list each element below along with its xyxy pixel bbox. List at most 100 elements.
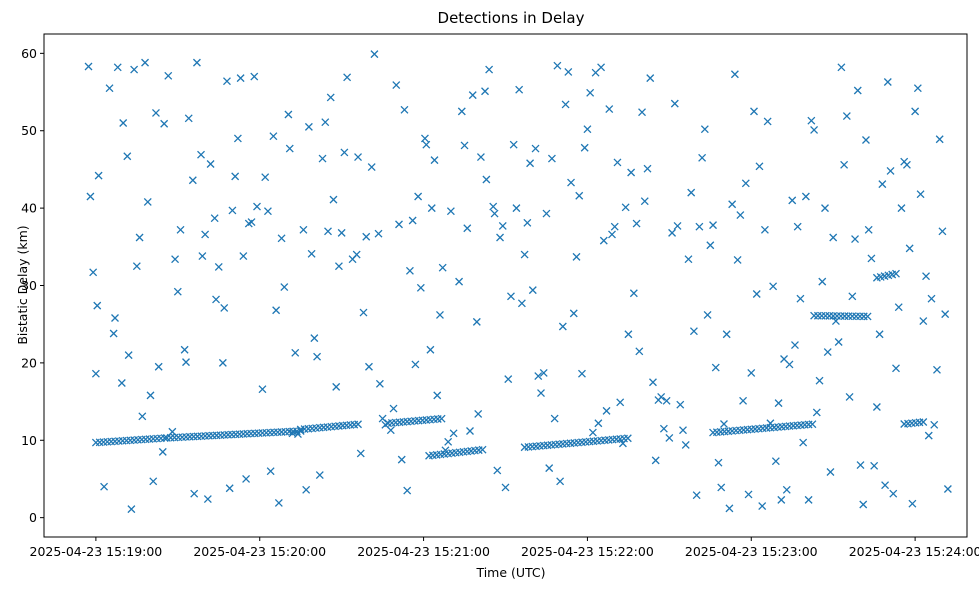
data-point [160,434,169,443]
data-point [206,160,215,168]
data-point [426,345,435,354]
data-point [274,498,283,507]
data-point [105,84,114,93]
y-tick-label: 40 [21,201,37,216]
data-point [840,160,849,169]
data-point [405,266,414,275]
data-point [176,225,185,234]
data-point [433,391,442,400]
data-point [878,180,887,189]
data-point [752,290,761,298]
data-point [188,176,197,185]
y-axis-label: Bistatic Delay (km) [15,225,30,344]
data-point [739,396,748,405]
x-tick-label: 2025-04-23 15:20:00 [193,544,326,559]
data-point [437,414,446,423]
data-point [482,175,491,184]
data-point [272,306,281,315]
data-point [356,449,365,458]
data-point [844,312,853,321]
data-point [362,232,371,241]
data-point [212,295,220,304]
data-point [632,219,641,228]
data-point [261,173,270,182]
data-point [135,233,144,242]
data-point [774,399,783,408]
data-point [676,400,685,409]
data-point [84,62,93,71]
data-point [692,491,701,500]
data-point [149,477,158,486]
data-point [168,427,177,436]
data-point [329,195,338,204]
data-point [815,376,824,385]
data-point [463,224,472,233]
y-tick-label: 50 [21,123,37,138]
data-point [572,252,581,261]
data-point [284,110,293,119]
data-point [171,255,180,264]
data-point [507,292,515,301]
data-point [117,379,126,387]
data-point [111,314,119,322]
data-point [804,495,813,504]
data-point [911,107,920,116]
data-point [127,505,136,514]
data-point [340,148,349,157]
data-point [403,486,412,495]
data-point [728,200,737,209]
data-point [146,391,155,400]
data-point [588,428,597,437]
data-point [354,420,362,429]
data-point [599,236,608,245]
data-point [812,408,821,417]
data-point [220,303,229,312]
data-point [610,222,619,231]
data-point [561,100,570,109]
data-point [509,140,518,149]
data-point [91,369,100,378]
data-point [698,153,707,162]
data-point [859,500,868,509]
data-point [881,481,890,490]
data-point [517,299,526,308]
data-point [777,495,786,504]
data-point [441,446,450,455]
data-point [763,117,772,126]
data-point [160,119,169,128]
data-point [646,74,655,83]
data-point [689,327,698,336]
data-point [201,230,210,239]
data-point [460,141,469,150]
data-point [852,312,861,321]
data-point [210,214,219,223]
data-point [659,424,668,433]
data-point [840,312,849,321]
data-point [889,489,898,498]
data-point [941,310,950,319]
data-point [796,294,805,303]
data-point [263,207,272,216]
data-point [793,222,802,231]
data-point [449,429,458,438]
data-point [943,485,952,493]
data-point [818,277,827,286]
data-point [616,398,625,407]
data-point [747,368,756,377]
data-point [94,171,103,180]
data-point [823,348,832,357]
data-point [670,99,679,108]
data-point [863,312,872,321]
data-point [817,311,826,320]
data-point [321,118,330,127]
data-point [414,192,423,201]
data-point [416,283,425,292]
data-point [575,191,584,200]
data-point [916,190,925,199]
data-point [870,461,879,470]
data-point [608,230,616,239]
data-point [649,378,657,387]
data-point [643,164,652,173]
x-tick-label: 2025-04-23 15:24:00 [849,544,979,559]
data-point [758,502,767,511]
